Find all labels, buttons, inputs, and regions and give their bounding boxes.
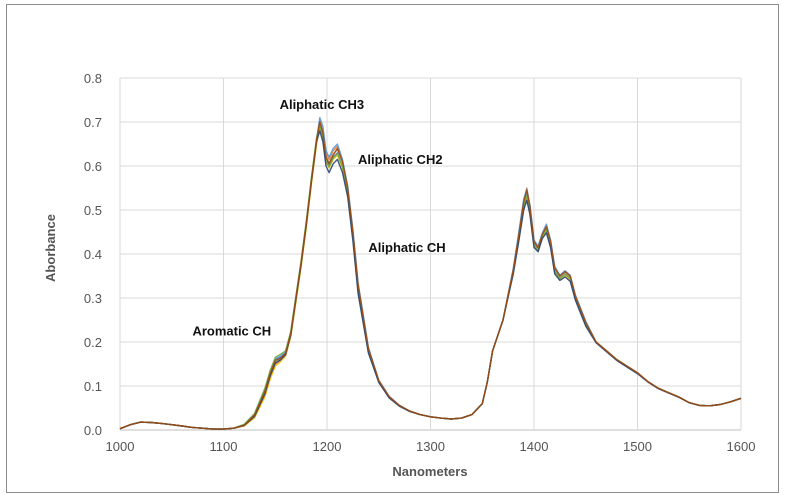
x-tick-label: 1600: [727, 439, 756, 454]
annotation-aromatic-ch: Aromatic CH: [192, 323, 271, 338]
grid-lines: [119, 77, 742, 431]
x-tick-label: 1300: [416, 439, 445, 454]
series-lines: [119, 116, 742, 430]
y-tick-label: 0.3: [84, 291, 102, 306]
y-tick-label: 0.6: [84, 159, 102, 174]
chart-frame: [6, 4, 779, 493]
y-tick-label: 0.2: [84, 335, 102, 350]
spectrum-series-line: [119, 121, 742, 430]
x-tick-label: 1200: [313, 439, 342, 454]
x-axis-title: Nanometers: [392, 464, 467, 479]
annotation-aliphatic-ch: Aliphatic CH: [368, 240, 445, 255]
y-tick-label: 0.8: [84, 71, 102, 86]
tick-labels: 1000 1100 1200 1300 1400 1500 1600 0.0 0.1 0.2 0.3…: [84, 71, 756, 454]
y-tick-label: 0.4: [84, 247, 102, 262]
x-tick-label: 1000: [106, 439, 135, 454]
y-tick-label: 0.1: [84, 379, 102, 394]
x-tick-label: 1400: [520, 439, 549, 454]
annotation-aliphatic-ch2: Aliphatic CH2: [358, 152, 443, 167]
x-tick-label: 1500: [623, 439, 652, 454]
y-tick-label: 0.0: [84, 423, 102, 438]
y-tick-label: 0.5: [84, 203, 102, 218]
x-tick-label: 1100: [210, 439, 238, 454]
y-axis-title: Aborbance: [43, 214, 58, 282]
y-tick-label: 0.7: [84, 115, 102, 130]
annotation-aliphatic-ch3: Aliphatic CH3: [280, 97, 365, 112]
